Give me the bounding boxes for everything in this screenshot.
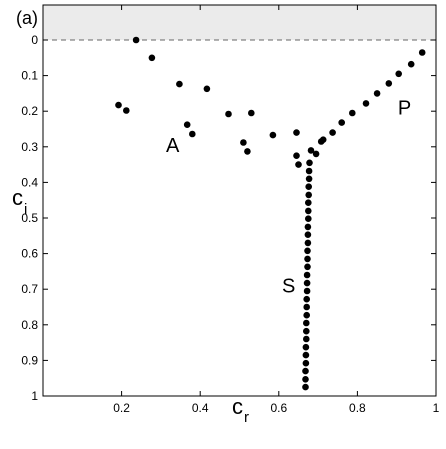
data-point [132,36,140,44]
branch-label-p: P [398,98,411,120]
data-point [407,60,415,68]
data-point [319,136,327,143]
data-point [244,148,251,155]
data-point [304,231,312,238]
data-point [306,159,313,167]
data-point [302,376,309,383]
data-point [304,239,312,247]
data-point [302,359,310,367]
data-point [183,121,191,128]
data-point [395,70,403,78]
data-point [304,247,311,255]
data-point [303,327,310,335]
data-point [302,351,310,359]
data-point [373,90,381,97]
data-point [303,335,310,343]
data-point [225,110,232,118]
data-point [349,109,356,117]
data-point [148,54,156,62]
data-point [269,131,277,139]
data-point [305,167,313,175]
data-point [305,199,312,206]
data-point [295,161,302,168]
y-tick-label: 0.7 [21,282,38,296]
data-point [305,215,312,222]
svg-text:r: r [244,409,249,426]
data-point [176,80,183,88]
data-point [385,80,393,87]
data-point [303,271,311,279]
y-tick-label: 0.2 [21,104,38,118]
data-point [304,223,312,231]
x-tick-label: 0.8 [349,401,366,415]
data-point [304,263,311,271]
data-point [303,295,311,303]
data-point [302,343,310,351]
data-point [293,152,300,159]
x-tick-label: 1 [433,401,440,415]
data-point [305,175,313,183]
data-point [329,129,336,136]
data-point [248,109,255,117]
x-axis-ticks: 0.2 0.4 0.6 0.8 1 [113,5,440,415]
data-point [123,107,130,114]
svg-text:c: c [232,394,243,419]
data-point [303,319,310,327]
data-point [362,100,370,107]
shaded-region [43,5,436,40]
y-tick-label: 0.4 [21,175,38,189]
data-point [305,183,313,190]
y-tick-label: 1 [31,389,38,403]
svg-text:c: c [12,185,23,210]
data-points [115,36,426,391]
data-point [303,311,311,319]
plot-frame [42,4,437,397]
data-point [307,147,315,154]
x-tick-label: 0.6 [270,401,287,415]
data-point [302,367,309,375]
data-point [293,129,300,136]
data-point [115,101,122,109]
data-point [240,139,247,146]
x-tick-label: 0.4 [192,401,209,415]
data-point [312,150,320,158]
data-point [304,255,311,263]
data-point [338,119,346,126]
svg-text:i: i [24,201,27,218]
data-point [203,85,211,93]
y-axis-label: c i [12,185,27,218]
data-point [303,303,311,311]
data-point [305,207,312,215]
y-axis-ticks: 0 0.1 0.2 0.3 0.4 0.5 0.6 0.7 0.8 0.9 1 [21,33,436,403]
y-tick-label: 0.8 [21,318,38,332]
y-tick-label: 0.3 [21,140,38,154]
y-tick-label: 0 [31,33,38,47]
data-point [418,49,426,56]
data-point [303,279,311,287]
branch-label-a: A [166,135,180,157]
data-point [303,287,311,295]
data-point [302,383,309,391]
data-point [305,191,313,199]
annotations: A P S [166,98,411,298]
data-point [189,130,196,138]
x-axis-label: c r [232,394,249,426]
panel-label: (a) [16,8,38,28]
y-tick-label: 0.5 [21,211,38,225]
y-tick-label: 0.9 [21,353,38,367]
y-tick-label: 0.6 [21,247,38,261]
y-tick-label: 0.1 [21,69,38,83]
x-tick-label: 0.2 [113,401,130,415]
branch-label-s: S [282,276,295,298]
